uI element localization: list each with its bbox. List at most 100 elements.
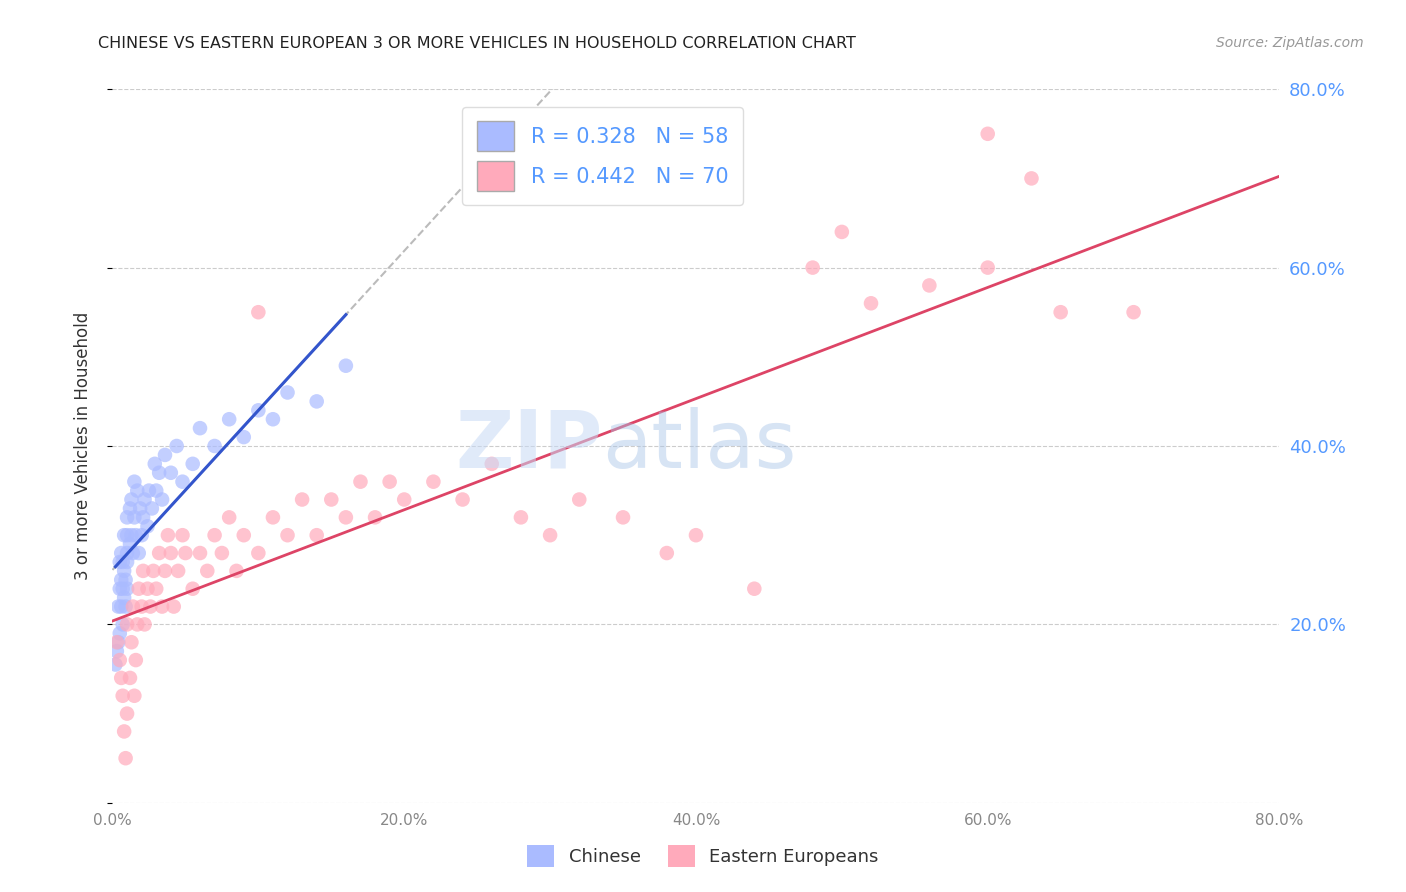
Point bbox=[188, 421, 211, 435]
Point bbox=[538, 528, 561, 542]
Point bbox=[247, 546, 270, 560]
Point bbox=[124, 475, 146, 489]
Point bbox=[112, 564, 135, 578]
Point bbox=[108, 653, 131, 667]
Point bbox=[262, 510, 284, 524]
Point bbox=[172, 528, 194, 542]
Point bbox=[141, 501, 163, 516]
Point bbox=[110, 599, 132, 614]
Point bbox=[160, 546, 183, 560]
Point bbox=[148, 466, 170, 480]
Point bbox=[104, 657, 127, 672]
Point bbox=[128, 582, 150, 596]
Point bbox=[160, 466, 183, 480]
Point bbox=[142, 564, 165, 578]
Point bbox=[262, 412, 284, 426]
Point bbox=[335, 510, 357, 524]
Point bbox=[211, 546, 233, 560]
Point bbox=[138, 483, 160, 498]
Point bbox=[111, 555, 134, 569]
Point bbox=[153, 564, 176, 578]
Point bbox=[451, 492, 474, 507]
Point bbox=[181, 582, 204, 596]
Point bbox=[131, 528, 153, 542]
Point bbox=[115, 706, 138, 721]
Point bbox=[742, 582, 765, 596]
Point bbox=[115, 510, 138, 524]
Point bbox=[107, 635, 129, 649]
Point bbox=[349, 475, 371, 489]
Point bbox=[115, 528, 138, 542]
Text: ZIP: ZIP bbox=[456, 407, 603, 485]
Point bbox=[134, 617, 156, 632]
Point bbox=[110, 546, 132, 560]
Point bbox=[204, 439, 226, 453]
Point bbox=[112, 724, 135, 739]
Point bbox=[172, 475, 194, 489]
Point bbox=[105, 644, 128, 658]
Legend: Chinese, Eastern Europeans: Chinese, Eastern Europeans bbox=[520, 838, 886, 874]
Point bbox=[394, 492, 416, 507]
Point bbox=[612, 510, 634, 524]
Point bbox=[111, 582, 134, 596]
Point bbox=[378, 475, 401, 489]
Point bbox=[204, 528, 226, 542]
Point bbox=[276, 385, 298, 400]
Point bbox=[125, 528, 148, 542]
Point bbox=[1122, 305, 1144, 319]
Point bbox=[218, 510, 240, 524]
Point bbox=[132, 510, 155, 524]
Point bbox=[114, 751, 136, 765]
Point bbox=[128, 546, 150, 560]
Point bbox=[122, 599, 145, 614]
Text: Source: ZipAtlas.com: Source: ZipAtlas.com bbox=[1216, 36, 1364, 50]
Point bbox=[305, 394, 328, 409]
Point bbox=[139, 599, 162, 614]
Point bbox=[232, 430, 254, 444]
Point bbox=[114, 573, 136, 587]
Point bbox=[122, 546, 145, 560]
Point bbox=[125, 653, 148, 667]
Point bbox=[115, 582, 138, 596]
Point bbox=[132, 564, 155, 578]
Point bbox=[232, 528, 254, 542]
Point bbox=[124, 689, 146, 703]
Point bbox=[218, 412, 240, 426]
Point bbox=[655, 546, 678, 560]
Point bbox=[167, 564, 190, 578]
Point bbox=[118, 537, 141, 551]
Point bbox=[114, 599, 136, 614]
Point bbox=[321, 492, 343, 507]
Point bbox=[976, 127, 998, 141]
Point bbox=[127, 483, 149, 498]
Point bbox=[131, 599, 153, 614]
Point bbox=[136, 582, 159, 596]
Point bbox=[145, 483, 167, 498]
Point bbox=[120, 528, 142, 542]
Point bbox=[831, 225, 853, 239]
Point bbox=[305, 528, 328, 542]
Point bbox=[860, 296, 883, 310]
Point bbox=[509, 510, 531, 524]
Point bbox=[112, 528, 135, 542]
Point bbox=[115, 617, 138, 632]
Text: atlas: atlas bbox=[603, 407, 797, 485]
Point bbox=[105, 635, 128, 649]
Point bbox=[110, 671, 132, 685]
Legend: R = 0.328   N = 58, R = 0.442   N = 70: R = 0.328 N = 58, R = 0.442 N = 70 bbox=[463, 107, 744, 205]
Point bbox=[108, 626, 131, 640]
Point bbox=[136, 519, 159, 533]
Point bbox=[801, 260, 824, 275]
Point bbox=[976, 260, 998, 275]
Point bbox=[568, 492, 591, 507]
Point bbox=[143, 457, 166, 471]
Point bbox=[118, 671, 141, 685]
Point bbox=[150, 599, 173, 614]
Point bbox=[247, 403, 270, 417]
Point bbox=[225, 564, 247, 578]
Point bbox=[153, 448, 176, 462]
Point bbox=[276, 528, 298, 542]
Point bbox=[195, 564, 218, 578]
Point bbox=[335, 359, 357, 373]
Point bbox=[481, 457, 503, 471]
